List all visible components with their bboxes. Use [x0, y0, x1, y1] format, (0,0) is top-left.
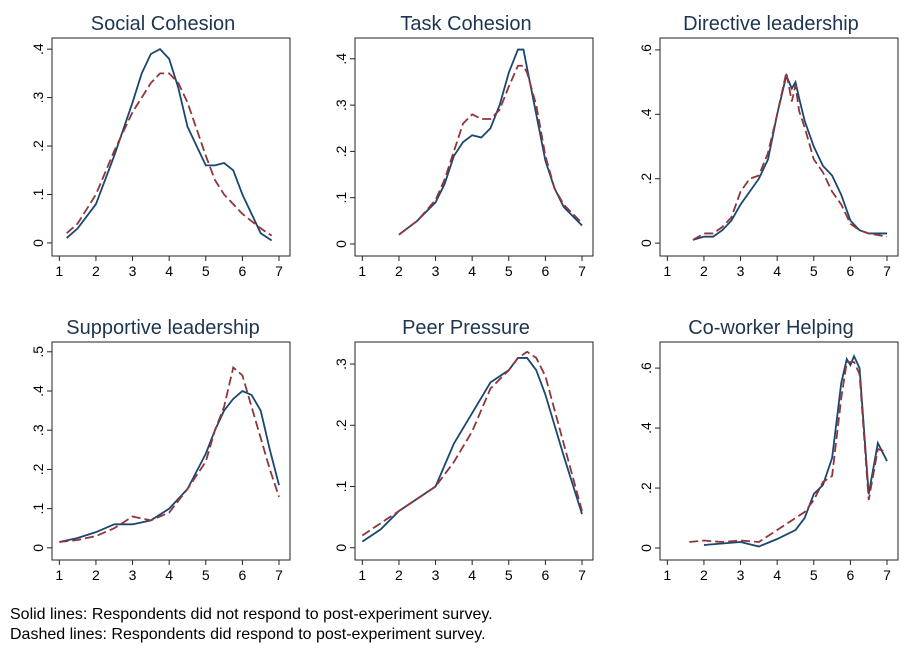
x-tick-label: 4 [165, 567, 173, 583]
x-tick-label: 2 [395, 567, 403, 583]
x-tick-label: 5 [505, 567, 513, 583]
series-line [692, 72, 888, 241]
y-tick-label: .5 [30, 346, 46, 358]
y-tick-label: 0 [638, 239, 654, 247]
x-tick-label: 1 [358, 567, 366, 583]
x-tick-label: 5 [810, 567, 818, 583]
x-tick-label: 6 [847, 567, 855, 583]
plot-frame [659, 341, 899, 561]
x-tick-label: 5 [202, 567, 210, 583]
y-tick-label: .4 [333, 53, 349, 65]
note: Dashed lines: Respondents did respond to… [10, 626, 486, 643]
plot-frame [659, 37, 899, 257]
series-line [66, 48, 273, 242]
series-line [361, 350, 583, 537]
series-line [361, 357, 583, 543]
y-tick-label: .1 [333, 192, 349, 204]
y-tick-label: 0 [333, 544, 349, 552]
y-tick-label: .4 [638, 108, 654, 120]
x-tick-label: 3 [737, 263, 745, 279]
x-tick-label: 2 [92, 567, 100, 583]
series-line [59, 389, 280, 543]
y-tick-label: .4 [30, 43, 46, 55]
y-tick-label: .3 [30, 92, 46, 104]
x-tick-label: 1 [663, 263, 671, 279]
series-line [398, 64, 583, 236]
x-tick-label: 3 [129, 567, 137, 583]
series-line [66, 72, 273, 237]
y-tick-label: .2 [30, 463, 46, 475]
x-tick-label: 6 [239, 263, 247, 279]
x-tick-label: 7 [883, 263, 891, 279]
y-tick-label: .3 [333, 99, 349, 111]
y-tick-label: .3 [333, 358, 349, 370]
panel-title: Directive leadership [683, 13, 859, 35]
x-tick-label: 3 [129, 263, 137, 279]
x-tick-label: 3 [737, 567, 745, 583]
x-tick-label: 2 [395, 263, 403, 279]
x-tick-label: 7 [275, 567, 283, 583]
panel-title: Supportive leadership [66, 317, 259, 339]
y-tick-label: .4 [30, 385, 46, 397]
x-tick-label: 1 [55, 263, 63, 279]
y-tick-label: 0 [333, 240, 349, 248]
y-tick-label: 0 [30, 544, 46, 552]
panel-title: Co-worker Helping [688, 317, 854, 339]
y-tick-label: .2 [333, 145, 349, 157]
x-tick-label: 6 [239, 567, 247, 583]
note: Solid lines: Respondents did not respond… [10, 606, 493, 623]
x-tick-label: 4 [165, 263, 173, 279]
series-line [692, 72, 888, 241]
x-tick-label: 4 [468, 263, 476, 279]
x-tick-label: 2 [700, 263, 708, 279]
x-tick-label: 7 [578, 567, 586, 583]
series-line [703, 353, 888, 548]
x-tick-label: 3 [432, 263, 440, 279]
y-tick-label: .1 [333, 480, 349, 492]
x-tick-label: 7 [578, 263, 586, 279]
y-tick-label: .6 [638, 44, 654, 56]
y-tick-label: .2 [333, 419, 349, 431]
x-tick-label: 7 [275, 263, 283, 279]
plot-frame [51, 341, 291, 561]
x-tick-label: 5 [202, 263, 210, 279]
y-tick-label: .3 [30, 424, 46, 436]
panel-title: Task Cohesion [400, 13, 531, 35]
y-tick-label: .1 [30, 188, 46, 200]
x-tick-label: 4 [773, 263, 781, 279]
panel-title: Peer Pressure [402, 317, 530, 339]
x-tick-label: 4 [773, 567, 781, 583]
y-tick-label: .2 [638, 173, 654, 185]
y-tick-label: .2 [638, 482, 654, 494]
y-tick-label: .4 [638, 422, 654, 434]
x-tick-label: 2 [700, 567, 708, 583]
plot-frame [354, 37, 594, 257]
panel-title: Social Cohesion [91, 13, 236, 35]
x-tick-label: 1 [358, 263, 366, 279]
series-line [689, 361, 888, 543]
x-tick-label: 5 [810, 263, 818, 279]
plot-frame [354, 341, 594, 561]
y-tick-label: .2 [30, 140, 46, 152]
x-tick-label: 6 [847, 263, 855, 279]
x-tick-label: 2 [92, 263, 100, 279]
y-tick-label: .1 [30, 503, 46, 515]
x-tick-label: 5 [505, 263, 513, 279]
y-tick-label: .6 [638, 362, 654, 374]
x-tick-label: 7 [883, 567, 891, 583]
x-tick-label: 4 [468, 567, 476, 583]
x-tick-label: 6 [542, 263, 550, 279]
y-tick-label: 0 [30, 239, 46, 247]
series-line [398, 48, 583, 236]
x-tick-label: 1 [663, 567, 671, 583]
y-tick-label: 0 [638, 544, 654, 552]
plot-frame [51, 37, 291, 257]
x-tick-label: 3 [432, 567, 440, 583]
x-tick-label: 6 [542, 567, 550, 583]
x-tick-label: 1 [55, 567, 63, 583]
